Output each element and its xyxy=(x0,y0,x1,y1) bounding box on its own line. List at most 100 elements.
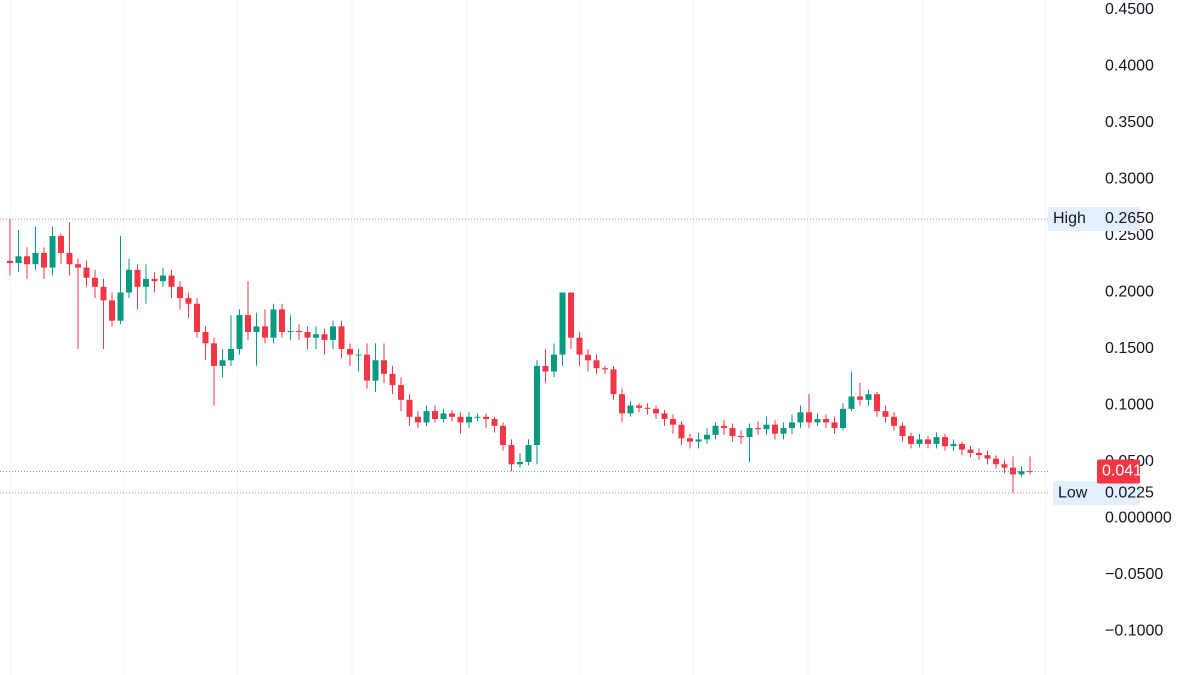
candle-body xyxy=(1018,471,1025,475)
candle-body xyxy=(712,425,719,435)
candle-body xyxy=(253,326,260,333)
low-tag-value: 0.0225 xyxy=(1105,484,1154,501)
candle-body xyxy=(746,428,753,438)
candle-body xyxy=(644,407,651,409)
y-tick-label: 0.000000 xyxy=(1105,510,1172,527)
candle-body xyxy=(58,235,64,253)
candle-body xyxy=(738,435,744,438)
candle-body xyxy=(1001,464,1008,468)
candle-body xyxy=(653,408,659,414)
candle-body xyxy=(126,269,132,293)
candle-body xyxy=(372,360,379,381)
candle-body xyxy=(797,412,804,423)
candle-body xyxy=(619,394,625,414)
candle-body xyxy=(347,348,353,355)
candle-body xyxy=(440,413,447,420)
candle-body xyxy=(415,416,421,423)
candle-body xyxy=(211,343,217,366)
candle-body xyxy=(364,354,370,381)
candle-body xyxy=(967,449,974,453)
candle-body xyxy=(959,443,965,450)
candle-body xyxy=(950,443,957,447)
candle-body xyxy=(109,300,115,321)
low-tag-name: Low xyxy=(1058,484,1088,501)
candle-body xyxy=(100,286,107,301)
candle-body xyxy=(117,292,124,321)
candle-body xyxy=(585,354,591,361)
candle-body xyxy=(763,424,770,430)
candle-body xyxy=(542,365,549,372)
last-price-tag: 0.0416 xyxy=(1102,463,1151,480)
candle-body xyxy=(840,408,846,429)
y-tick-label: 0.2500 xyxy=(1105,227,1154,244)
candle-body xyxy=(177,286,183,299)
y-tick-label: −0.0500 xyxy=(1105,566,1163,583)
candle-body xyxy=(576,337,583,355)
candle-body xyxy=(525,445,532,462)
candle-body xyxy=(381,360,387,374)
y-tick-label: 0.4000 xyxy=(1105,58,1154,75)
candle-body xyxy=(755,428,761,430)
candle-body xyxy=(245,315,251,333)
y-tick-label: 0.1000 xyxy=(1105,397,1154,414)
candle-body xyxy=(1010,467,1016,475)
candle-body xyxy=(517,461,523,465)
candle-body xyxy=(24,256,30,265)
candle-body xyxy=(168,275,175,287)
candle-body xyxy=(483,416,489,420)
candle-body xyxy=(823,419,829,423)
high-tag-bg xyxy=(1048,207,1140,232)
candle-body xyxy=(236,315,243,349)
y-tick-label: 0.3500 xyxy=(1105,114,1154,131)
candle-body xyxy=(857,396,863,400)
candle-body xyxy=(908,435,914,444)
candle-body xyxy=(687,438,693,442)
y-tick-label: 0.1500 xyxy=(1105,340,1154,357)
candle-body xyxy=(984,455,991,459)
candle-body xyxy=(228,348,234,361)
candle-body xyxy=(83,267,90,278)
candle-body xyxy=(389,373,396,386)
candle-body xyxy=(602,368,608,370)
candle-body xyxy=(321,334,328,340)
candle-body xyxy=(610,369,617,395)
candle-body xyxy=(279,309,285,333)
candle-body xyxy=(151,278,158,282)
candle-body xyxy=(160,275,166,282)
candle-body xyxy=(508,445,515,465)
candle-body xyxy=(143,278,149,287)
candle-body xyxy=(313,334,319,338)
high-tag-value: 0.2650 xyxy=(1105,210,1154,227)
candle-body xyxy=(32,252,39,265)
candle-body xyxy=(933,437,940,444)
candle-body xyxy=(848,396,855,409)
candle-body xyxy=(661,413,668,420)
candle-body xyxy=(925,439,931,444)
candle-body xyxy=(916,439,923,444)
candle-body xyxy=(134,269,141,287)
candle-body xyxy=(457,416,464,423)
candle-body xyxy=(789,422,795,429)
candle-body xyxy=(568,292,574,338)
candle-body xyxy=(219,360,226,366)
vertical-grid xyxy=(9,0,1047,675)
candle-body xyxy=(670,419,676,425)
candle-body xyxy=(976,452,982,456)
candle-body xyxy=(993,458,999,465)
candle-body xyxy=(899,425,906,436)
candle-body xyxy=(432,411,438,420)
y-tick-label: 0.2000 xyxy=(1105,284,1154,301)
candle-body xyxy=(942,437,948,447)
candle-body xyxy=(398,385,404,400)
candle-body xyxy=(678,424,685,439)
candle-body xyxy=(491,419,498,426)
candle-body xyxy=(270,309,277,338)
candle-body xyxy=(772,424,778,434)
candle-body xyxy=(66,252,73,265)
candle-body xyxy=(891,416,897,426)
candle-body xyxy=(729,428,736,436)
candle-body xyxy=(695,439,702,442)
candle-body xyxy=(814,419,821,423)
candle-body xyxy=(534,365,540,446)
